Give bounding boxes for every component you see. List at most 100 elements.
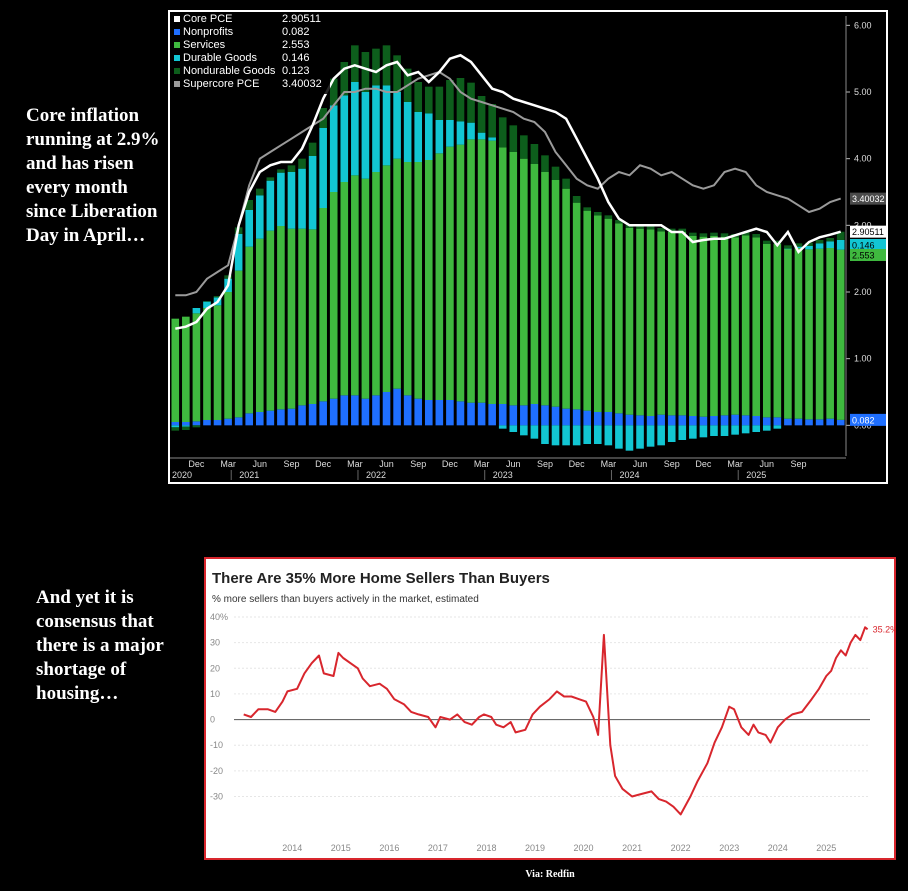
bar-durable [583, 425, 592, 444]
bar-nondurable [762, 240, 771, 244]
legend-value: 2.90511 [282, 13, 321, 25]
bar-nondurable [551, 166, 560, 180]
bar-durable [699, 425, 708, 438]
x-tick-label: 2019 [525, 843, 545, 853]
bar-nonprofits [298, 405, 306, 426]
bar-services [351, 175, 359, 396]
bar-services [710, 236, 718, 416]
bar-durable [266, 180, 275, 231]
bar-services [646, 229, 655, 416]
bar-nonprofits [710, 416, 718, 426]
bar-nondurable [541, 155, 549, 172]
end-label-services: 2.553 [852, 250, 875, 260]
bar-services [805, 249, 813, 420]
bar-nondurable [741, 232, 750, 236]
bar-nonprofits [403, 395, 412, 426]
bar-durable [784, 248, 792, 250]
bar-nondurable [794, 243, 803, 247]
x-tick-month: Jun [760, 459, 775, 469]
bar-nondurable [255, 188, 264, 196]
bar-services [541, 172, 549, 406]
bar-nonprofits [530, 404, 539, 426]
bar-nondurable [572, 196, 581, 203]
bar-services [182, 316, 190, 422]
bar-nonprofits [762, 417, 771, 426]
end-label-nonprofits-box [850, 413, 886, 426]
bar-nonprofits [266, 410, 275, 426]
y-tick-label: 1.00 [854, 354, 872, 364]
bar-nondurable [720, 233, 729, 237]
y-tick-label: 40% [210, 612, 228, 622]
bar-nonprofits [498, 404, 507, 426]
bar-services [340, 182, 349, 396]
bar-nonprofits [826, 418, 834, 426]
x-tick-year: 2024 [619, 470, 639, 480]
bar-nondurable [836, 231, 845, 240]
bar-services [551, 180, 560, 407]
bar-services [382, 165, 391, 392]
bar-durable [255, 195, 264, 239]
bar-services [520, 158, 528, 406]
legend-swatch [174, 55, 180, 61]
bar-nonprofits [625, 414, 634, 426]
bar-durable [382, 85, 391, 166]
bar-durable [245, 210, 254, 247]
y-tick-label: 30 [210, 638, 220, 648]
legend-label: Services [183, 39, 226, 51]
bar-durable [636, 425, 644, 449]
bar-durable [372, 85, 380, 172]
bar-services [826, 248, 834, 419]
bar-durable [572, 425, 581, 446]
bar-nondurable [446, 80, 454, 120]
y-tick-label: 5.00 [854, 87, 872, 97]
bar-services [815, 248, 824, 420]
bar-nondurable [530, 144, 539, 164]
bar-nonprofits [488, 404, 496, 426]
x-tick-month: Jun [379, 459, 394, 469]
bar-nondurable [203, 301, 211, 302]
bar-durable [467, 122, 475, 140]
bar-durable [203, 301, 211, 308]
bar-durable [805, 246, 813, 250]
bar-durable [604, 425, 613, 446]
bar-durable [488, 137, 496, 141]
bar-durable [308, 156, 317, 230]
y-tick-label: 6.00 [854, 20, 872, 30]
x-tick-label: 2018 [476, 843, 496, 853]
bar-services [266, 230, 275, 411]
chart-title: There Are 35% More Home Sellers Than Buy… [212, 570, 550, 587]
bar-nonprofits [741, 415, 750, 426]
bar-nonprofits [583, 410, 592, 426]
bar-services [467, 139, 475, 403]
bar-nondurable [171, 427, 180, 431]
bar-nonprofits [255, 412, 264, 426]
y-tick-label: 20 [210, 663, 220, 673]
x-tick-month: Mar [220, 459, 236, 469]
bar-nondurable [456, 78, 465, 122]
bar-services [794, 248, 803, 419]
bar-services [498, 147, 507, 405]
x-tick-month: Mar [601, 459, 617, 469]
pce-stacked-bar-chart: 0.001.002.003.004.005.006.003.400322.905… [170, 12, 886, 480]
bar-durable [667, 425, 676, 442]
end-label-durable-box [850, 238, 886, 251]
bar-nondurable [689, 232, 697, 236]
legend-swatch [174, 42, 180, 48]
legend-label: Supercore PCE [183, 78, 259, 90]
bar-nonprofits [731, 414, 739, 426]
bar-durable [646, 425, 655, 447]
y-tick-label: -10 [210, 740, 223, 750]
bar-durable [625, 425, 634, 451]
bar-durable [361, 92, 370, 179]
bar-services [414, 162, 423, 399]
x-tick-year: 2021 [239, 470, 259, 480]
bar-services [720, 236, 729, 416]
bar-services [477, 139, 486, 403]
bar-durable [710, 425, 718, 436]
bar-durable [815, 243, 824, 249]
bar-services [203, 308, 211, 420]
bar-services [752, 237, 761, 416]
bar-nonprofits [435, 400, 444, 426]
bar-nonprofits [467, 402, 475, 426]
bar-nonprofits [646, 416, 655, 426]
